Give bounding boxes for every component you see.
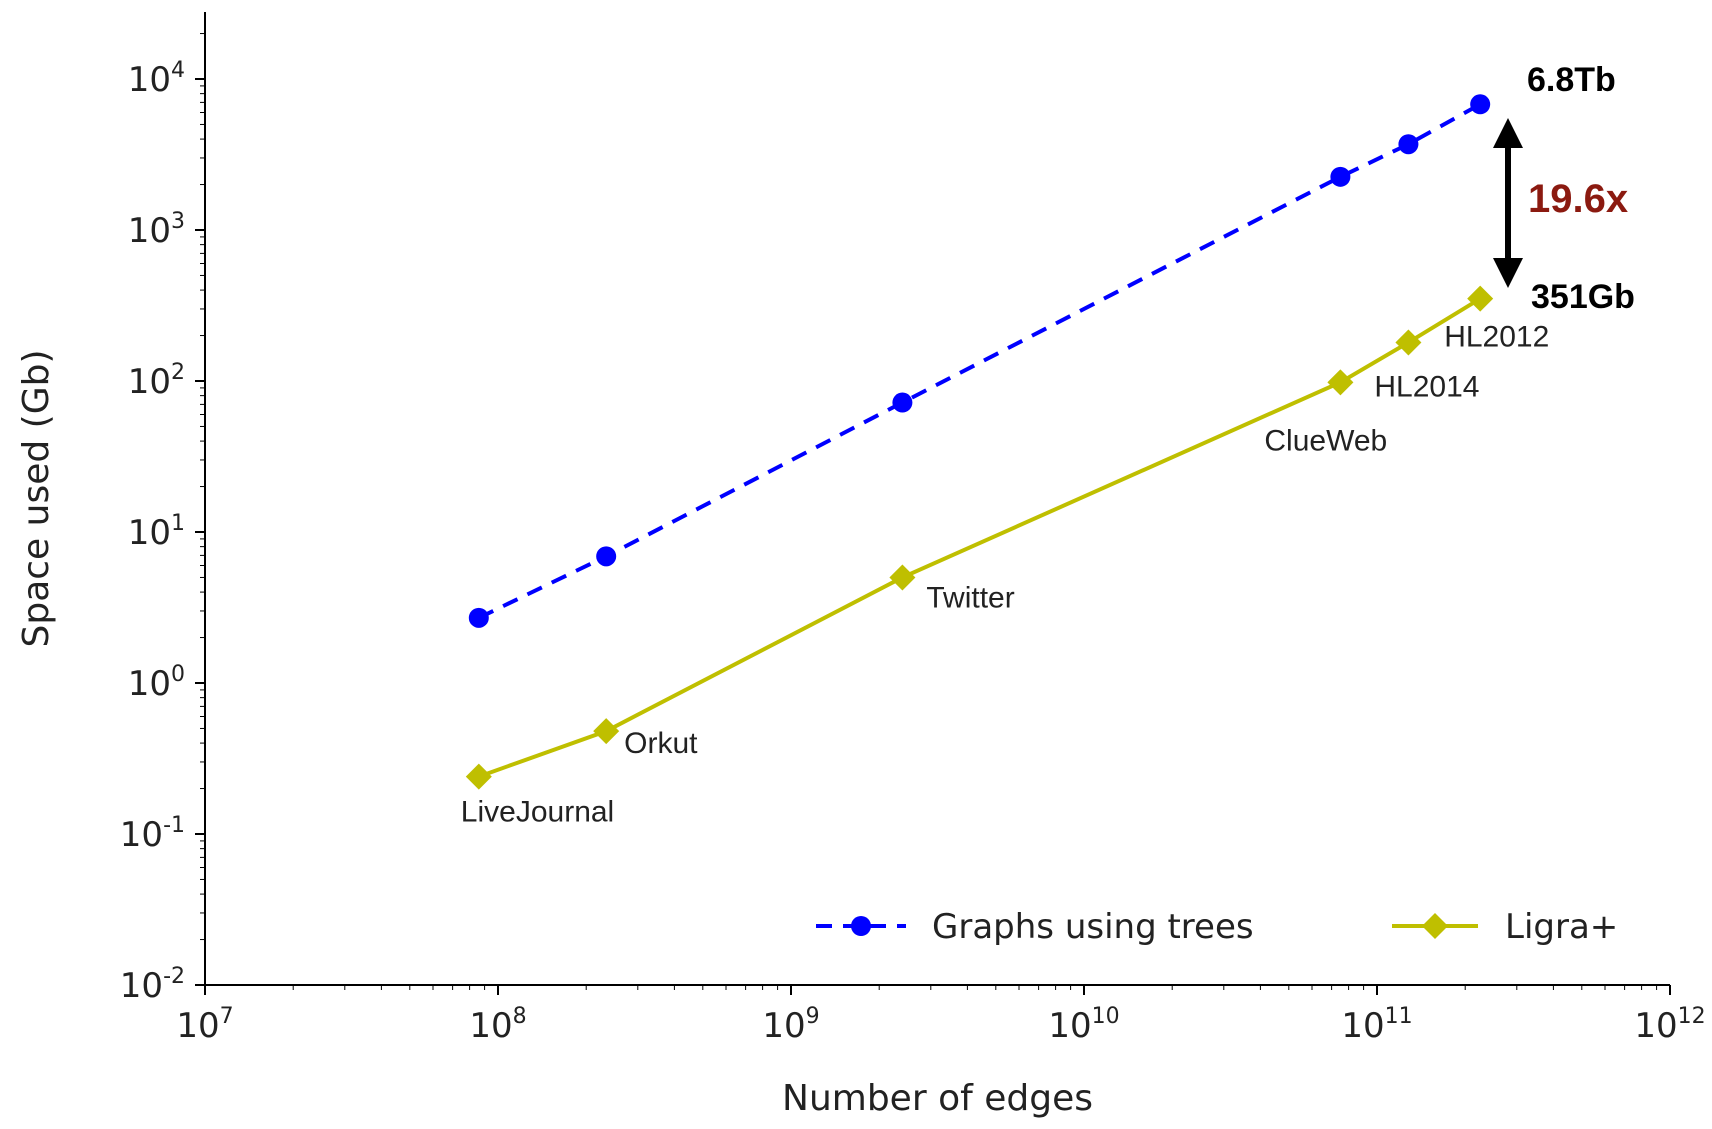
series-line bbox=[477, 102, 1482, 620]
point-label: Twitter bbox=[926, 581, 1014, 614]
point-label: HL2014 bbox=[1374, 370, 1479, 403]
data-point bbox=[892, 392, 913, 413]
series-0 bbox=[468, 94, 1491, 628]
y-tick-label: 101 bbox=[128, 511, 185, 553]
y-tick-label: 104 bbox=[128, 58, 185, 100]
data-point bbox=[593, 718, 620, 745]
legend-label: Graphs using trees bbox=[932, 907, 1254, 947]
data-point bbox=[1398, 134, 1419, 155]
point-label: HL2012 bbox=[1444, 321, 1549, 354]
data-point bbox=[1330, 166, 1351, 187]
data-point bbox=[1467, 285, 1494, 312]
annotation-bottom-value: 351Gb bbox=[1531, 278, 1635, 316]
data-point bbox=[465, 763, 492, 790]
series-line bbox=[478, 296, 1482, 779]
point-label: Orkut bbox=[624, 727, 698, 760]
ratio-arrow-head-up bbox=[1493, 118, 1523, 148]
x-tick-label: 1010 bbox=[1048, 1004, 1119, 1046]
y-axis-title: Space used (Gb) bbox=[16, 349, 57, 647]
y-tick-label: 10-1 bbox=[120, 813, 185, 855]
legend-entry-1: Ligra+ bbox=[1392, 907, 1618, 947]
x-tick-label: 1011 bbox=[1341, 1004, 1412, 1046]
annotation-top-value: 6.8Tb bbox=[1527, 61, 1616, 99]
y-tick-label: 10-2 bbox=[120, 964, 185, 1006]
y-tick-label: 100 bbox=[128, 662, 185, 704]
data-point bbox=[1327, 369, 1354, 396]
y-tick-label: 103 bbox=[128, 209, 185, 251]
y-tick-label: 102 bbox=[128, 360, 185, 402]
axes: 107 108 109 1010 1011 1012 10-2 10-1 100 101 102 10… bbox=[16, 12, 1706, 1119]
annotation-ratio: 19.6x bbox=[1528, 177, 1628, 221]
legend-entry-0: Graphs using trees bbox=[816, 907, 1254, 947]
data-point bbox=[889, 564, 916, 591]
legend-marker bbox=[851, 916, 871, 936]
series-1 bbox=[465, 285, 1494, 790]
point-label: LiveJournal bbox=[461, 796, 614, 829]
legend: Graphs using trees Ligra+ bbox=[816, 907, 1618, 947]
x-axis-title: Number of edges bbox=[782, 1078, 1093, 1119]
x-tick-label: 108 bbox=[469, 1004, 526, 1046]
data-point bbox=[596, 546, 617, 567]
annotations: 6.8Tb 19.6x 351Gb bbox=[1493, 61, 1635, 316]
x-tick-label: 1012 bbox=[1634, 1004, 1705, 1046]
legend-label: Ligra+ bbox=[1505, 907, 1618, 947]
point-label: ClueWeb bbox=[1264, 424, 1387, 457]
x-tick-label: 107 bbox=[176, 1004, 233, 1046]
data-point bbox=[1470, 94, 1491, 115]
series-layer bbox=[465, 94, 1494, 790]
point-labels: LiveJournal Orkut Twitter ClueWeb HL2014 HL20… bbox=[461, 321, 1549, 829]
ratio-arrow-head-down bbox=[1493, 258, 1523, 288]
data-point bbox=[1395, 329, 1422, 356]
data-point bbox=[468, 607, 489, 628]
x-tick-label: 109 bbox=[762, 1004, 819, 1046]
legend-marker bbox=[1422, 913, 1448, 939]
